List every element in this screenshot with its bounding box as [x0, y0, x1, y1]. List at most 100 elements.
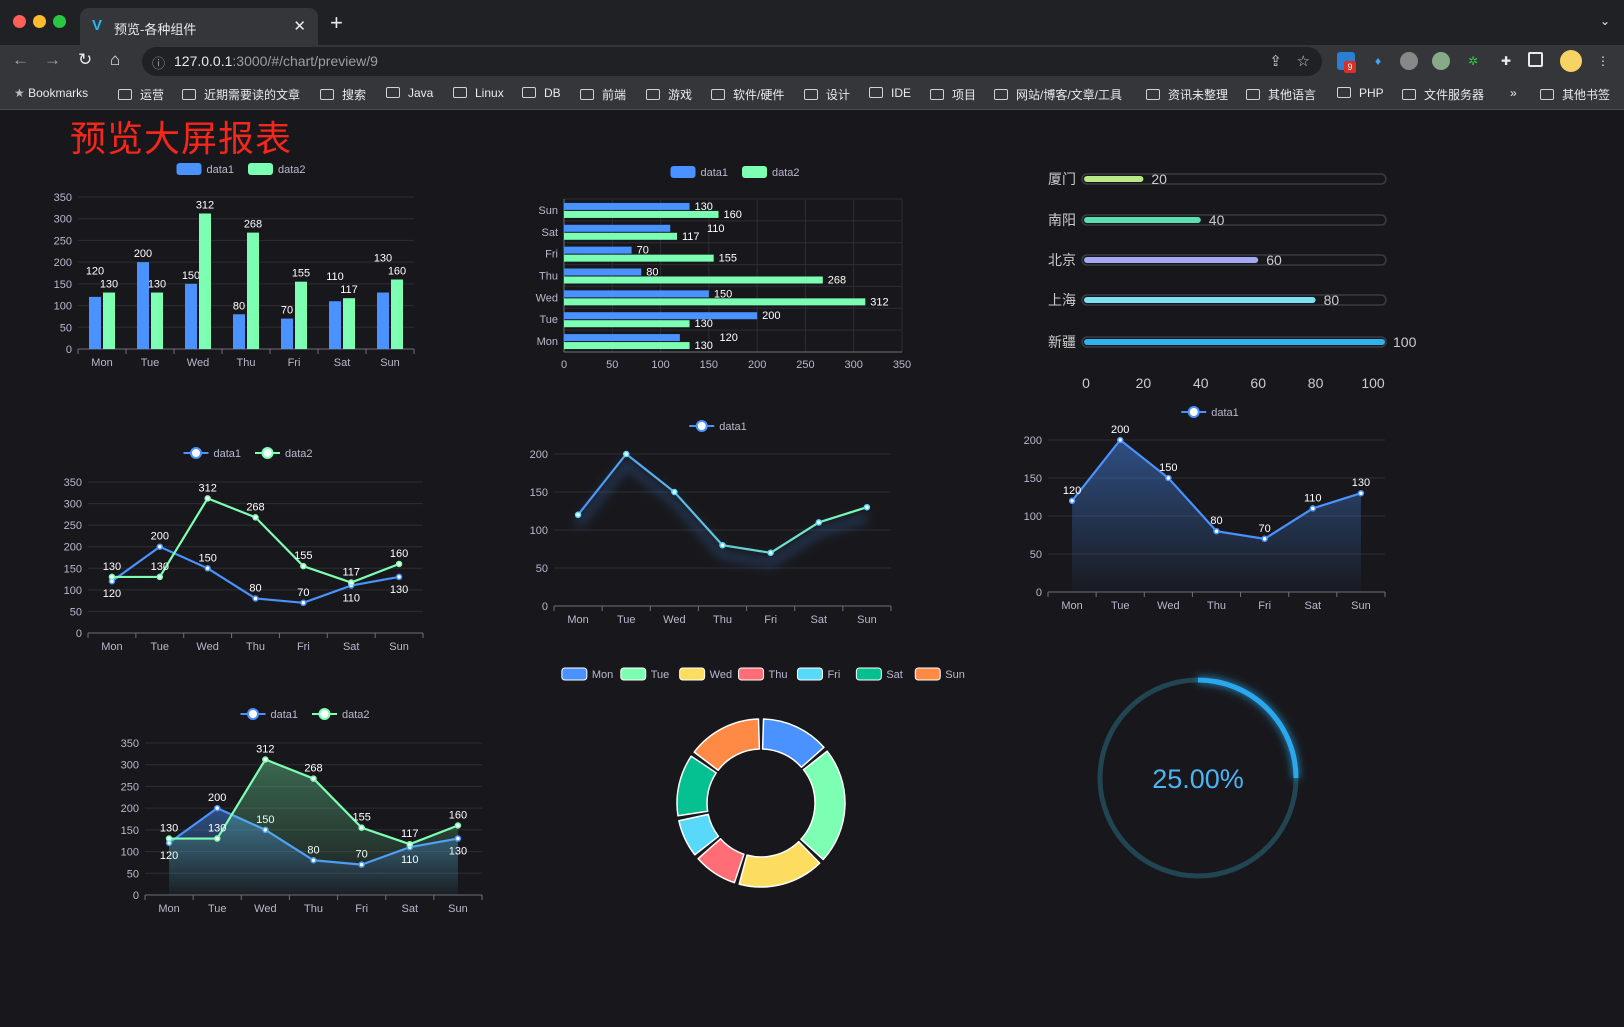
y-tick-label: 350 — [121, 738, 139, 750]
menu-kebab-icon[interactable]: ⋮ — [1597, 54, 1609, 68]
chart-legend: data1 data2 — [670, 166, 800, 179]
y-tick-label: Thu — [539, 271, 558, 283]
site-info-icon[interactable]: ⓘ — [152, 56, 166, 71]
legend-item[interactable]: data1 — [689, 420, 747, 433]
legend-item[interactable]: data1 — [1181, 406, 1239, 419]
close-tab-icon[interactable]: ✕ — [293, 18, 306, 35]
bookmark-item[interactable]: 设计 — [804, 86, 850, 103]
bookmark-item[interactable]: 文件服务器 — [1402, 86, 1484, 103]
progress-value: 80 — [1324, 292, 1340, 308]
bookmark-item[interactable]: 搜索 — [320, 86, 366, 103]
y-tick-label: 0 — [542, 601, 548, 613]
tab-search-chevron-icon[interactable]: ⌄ — [1599, 14, 1610, 28]
legend-swatch-icon — [742, 166, 767, 178]
x-tick-label: 60 — [1250, 375, 1266, 391]
x-tick-label: Fri — [297, 641, 310, 653]
legend-item[interactable]: data1 — [670, 166, 729, 179]
legend-item[interactable]: Wed — [679, 667, 732, 681]
side-panel-icon[interactable] — [1528, 52, 1543, 67]
chart-legend: data1 data2 — [176, 163, 306, 176]
x-tick-label: Fri — [355, 903, 368, 915]
data-label: 150 — [198, 552, 216, 564]
legend-item[interactable]: data2 — [248, 163, 306, 176]
data-point — [395, 560, 403, 568]
new-tab-button[interactable]: + — [330, 10, 343, 35]
extension-diamond-icon[interactable]: ♦ — [1374, 54, 1382, 68]
y-tick-label: Tue — [539, 314, 558, 326]
bookmark-label: Java — [408, 86, 434, 100]
address-bar[interactable]: ⓘ 127.0.0.1:3000/#/chart/preview/9 ⇪ ☆ — [142, 47, 1322, 76]
bookmark-label: 搜索 — [342, 88, 367, 102]
back-icon[interactable]: ← — [12, 50, 29, 69]
bookmark-item[interactable]: IDE — [869, 86, 911, 100]
data-label: 150 — [1159, 462, 1177, 474]
legend-item[interactable]: Fri — [796, 667, 840, 681]
data-point — [156, 543, 164, 550]
data-label: 117 — [342, 567, 360, 579]
data-label: 268 — [246, 501, 264, 513]
other-bookmarks[interactable]: 其他书签 — [1540, 86, 1610, 103]
data-point — [454, 822, 462, 829]
forward-icon[interactable]: → — [44, 50, 61, 69]
legend-item[interactable]: data2 — [312, 708, 370, 721]
maximize-window-button[interactable] — [53, 15, 66, 28]
data-point — [406, 840, 414, 848]
legend-item[interactable]: Sun — [914, 667, 965, 681]
gauge-progress — [1197, 677, 1299, 779]
legend-item[interactable]: data1 — [176, 163, 235, 176]
y-tick-label: 150 — [1024, 473, 1042, 485]
tab-bar: V 预览-各种组件 ✕ + ⌄ — [0, 0, 1624, 45]
bookmark-item[interactable]: 软件/硬件 — [711, 86, 784, 103]
close-window-button[interactable] — [13, 15, 26, 28]
extension-circle-icon[interactable] — [1432, 52, 1450, 70]
data-label: 268 — [828, 275, 846, 287]
bookmarks-overflow-button[interactable]: » — [1510, 86, 1517, 100]
bookmark-item[interactable]: 其他语言 — [1246, 86, 1316, 103]
extension-star-icon[interactable]: ✲ — [1467, 54, 1479, 68]
browser-tab[interactable]: V 预览-各种组件 ✕ — [80, 8, 318, 45]
data-point — [1116, 436, 1124, 444]
data-label: 200 — [134, 248, 152, 260]
home-icon[interactable]: ⌂ — [110, 50, 121, 69]
legend-item[interactable]: data2 — [255, 447, 313, 460]
data-label: 80 — [1210, 515, 1222, 527]
bookmark-item[interactable]: 资讯未整理 — [1146, 86, 1228, 103]
data-label: 80 — [249, 582, 261, 594]
bookmark-item[interactable]: 运营 — [118, 86, 164, 103]
reload-icon[interactable]: ↻ — [78, 50, 93, 69]
bookmark-item[interactable]: 网站/博客/文章/工具 — [994, 86, 1122, 103]
bookmark-item[interactable]: 项目 — [930, 86, 976, 103]
avatar[interactable] — [1560, 50, 1582, 72]
bookmark-item[interactable]: 游戏 — [646, 86, 692, 103]
legend-label: Sat — [886, 669, 903, 681]
data-label: 130 — [695, 340, 713, 352]
minimize-window-button[interactable] — [33, 15, 46, 28]
bookmark-item[interactable]: PHP — [1337, 86, 1384, 100]
chart-legend: Mon Tue Wed Thu Fri Sat Sun — [561, 667, 965, 681]
bookmark-star-icon[interactable]: ☆ — [1296, 53, 1310, 70]
bookmark-item[interactable]: 前端 — [580, 86, 626, 103]
y-tick-label: 0 — [133, 890, 139, 902]
bookmark-item[interactable]: Linux — [453, 86, 504, 100]
extension-gear-icon[interactable] — [1400, 52, 1418, 70]
share-icon[interactable]: ⇪ — [1269, 53, 1282, 70]
legend-item[interactable]: Tue — [620, 667, 670, 681]
bookmark-item[interactable]: 近期需要读的文章 — [182, 86, 300, 103]
data-label: 130 — [695, 318, 713, 330]
legend-item[interactable]: Thu — [738, 667, 788, 681]
legend-item[interactable]: Mon — [561, 667, 613, 681]
bookmark-item[interactable]: DB — [522, 86, 561, 100]
data-label: 130 — [390, 584, 408, 596]
legend-item[interactable]: data2 — [742, 166, 800, 179]
bookmark-item[interactable]: ★ Bookmarks — [14, 86, 88, 100]
data-point — [252, 514, 259, 521]
bookmark-item[interactable]: Java — [386, 86, 433, 100]
legend-item[interactable]: data1 — [183, 447, 242, 460]
url-path: :3000/#/chart/preview/9 — [232, 53, 378, 69]
extensions-puzzle-icon[interactable]: ✚ — [1500, 54, 1512, 68]
legend-item[interactable]: data1 — [240, 708, 299, 721]
star-icon: ★ — [14, 86, 29, 100]
legend-item[interactable]: Sat — [855, 667, 903, 681]
x-tick-label: Tue — [151, 641, 170, 653]
